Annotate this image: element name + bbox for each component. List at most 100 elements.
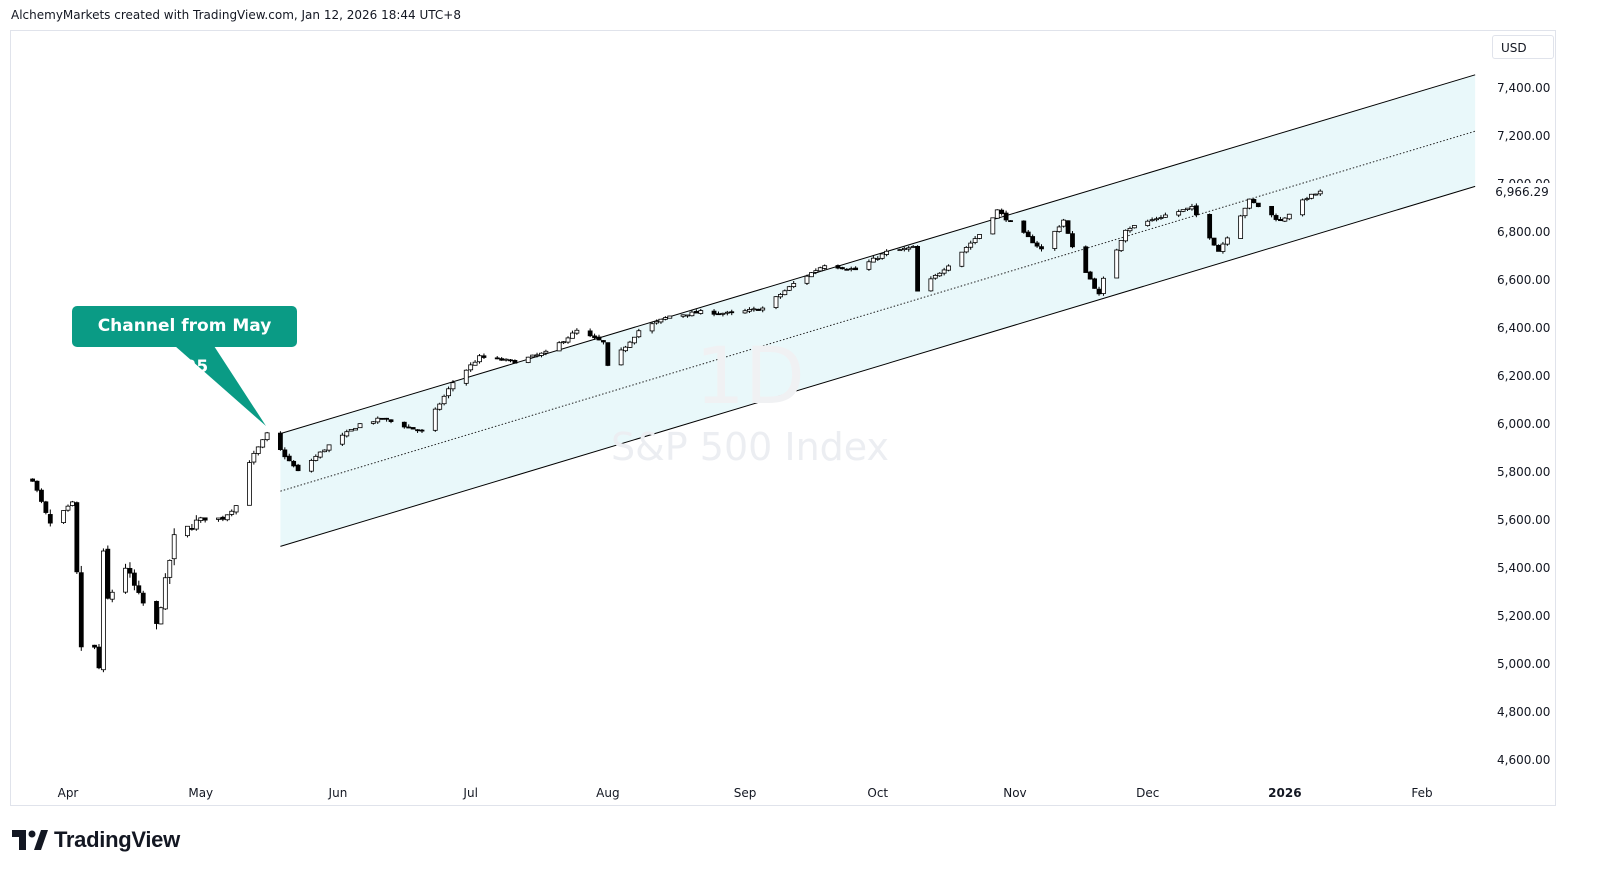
candle-body xyxy=(915,245,920,292)
candle-body xyxy=(1317,190,1323,195)
candle-body xyxy=(61,510,66,524)
candle-body xyxy=(494,357,500,360)
candle-body xyxy=(1123,229,1128,242)
candle-body xyxy=(570,332,575,339)
candle-body xyxy=(760,307,766,311)
callout-pointer xyxy=(175,346,266,426)
candle-body xyxy=(685,314,690,317)
candle-body xyxy=(1255,202,1261,208)
candle-body xyxy=(264,432,270,441)
y-tick-label: 5,400.00 xyxy=(1497,561,1550,575)
candle-body xyxy=(1154,218,1159,221)
candle-body xyxy=(348,428,354,432)
candle-body xyxy=(786,286,792,291)
candle-body xyxy=(410,427,416,430)
candle-body xyxy=(415,429,420,432)
candle-body xyxy=(1008,220,1013,223)
tradingview-brand[interactable]: TradingView xyxy=(12,827,180,853)
candle-body xyxy=(689,311,695,317)
candle-body xyxy=(932,274,938,279)
candle-body xyxy=(127,568,133,574)
candle-body xyxy=(441,395,447,405)
candle-body xyxy=(286,455,292,462)
channel-upper-line xyxy=(280,74,1476,435)
y-tick-label: 6,000.00 xyxy=(1497,417,1550,431)
candle-body xyxy=(1304,198,1310,201)
candle-body xyxy=(1087,271,1093,280)
candle-body xyxy=(1021,220,1027,233)
candle-body xyxy=(326,444,332,451)
candle-body xyxy=(782,290,788,296)
candle-body xyxy=(260,439,266,448)
candle-body xyxy=(1286,213,1292,220)
candle-body xyxy=(247,462,252,506)
candle-body xyxy=(202,517,208,521)
candle-body xyxy=(154,600,159,624)
candle-body xyxy=(662,317,668,320)
y-tick-label: 4,800.00 xyxy=(1497,705,1550,719)
candle-body xyxy=(729,311,735,314)
candle-body xyxy=(901,247,907,250)
candle-body xyxy=(636,330,642,338)
candle-body xyxy=(1039,246,1044,250)
candle-body xyxy=(339,434,345,445)
candle-body xyxy=(30,478,36,482)
candle-body xyxy=(1269,205,1274,216)
candle-body xyxy=(499,358,505,361)
candle-body xyxy=(654,321,659,324)
candle-body xyxy=(1238,215,1244,239)
currency-button[interactable]: USD xyxy=(1492,35,1554,59)
candle-body xyxy=(747,309,752,312)
candle-body xyxy=(530,354,536,358)
candle-body xyxy=(295,464,301,472)
candle-body xyxy=(835,265,841,269)
candle-body xyxy=(446,388,451,397)
candle-body xyxy=(158,607,164,625)
x-tick-label: Oct xyxy=(867,786,888,800)
x-tick-label: Dec xyxy=(1136,786,1159,800)
candle-body xyxy=(1101,277,1106,294)
candle-body xyxy=(853,267,859,271)
candle-body xyxy=(105,548,111,599)
watermark-symbol: S&P 500 Index xyxy=(611,425,889,469)
candle-body xyxy=(751,308,757,311)
attribution-text: AlchemyMarkets created with TradingView.… xyxy=(11,8,461,22)
candle-body xyxy=(96,646,102,669)
candle-body xyxy=(1309,193,1314,199)
candle-body xyxy=(946,265,951,271)
candle-body xyxy=(1065,220,1071,234)
candle-body xyxy=(282,449,288,458)
tradingview-logo-icon xyxy=(12,830,48,850)
chart-frame[interactable] xyxy=(10,30,1556,806)
candle-body xyxy=(468,364,474,371)
candle-body xyxy=(162,577,168,610)
candle-body xyxy=(233,505,239,513)
y-tick-label: 5,600.00 xyxy=(1497,513,1550,527)
candle-body xyxy=(1061,219,1067,227)
candle-body xyxy=(401,421,407,428)
y-tick-label: 7,200.00 xyxy=(1497,129,1550,143)
candle-body xyxy=(1220,243,1226,252)
candle-body xyxy=(618,349,624,366)
candle-body xyxy=(968,242,974,248)
candle-body xyxy=(627,341,633,348)
candle-body xyxy=(937,272,943,277)
candle-body xyxy=(432,408,438,431)
candle-body xyxy=(503,358,509,361)
x-tick-label: May xyxy=(188,786,213,800)
candle-body xyxy=(601,340,606,343)
candle-body xyxy=(74,502,80,573)
candle-body xyxy=(1030,236,1036,244)
candle-body xyxy=(477,355,482,363)
channel-fill xyxy=(280,74,1476,547)
candle-body xyxy=(720,312,726,315)
x-tick-label: Feb xyxy=(1411,786,1432,800)
x-tick-label: Nov xyxy=(1003,786,1026,800)
candle-body xyxy=(1114,249,1120,279)
candle-body xyxy=(875,258,881,260)
candle-body xyxy=(140,592,146,604)
candle-body xyxy=(1052,230,1058,249)
candle-body xyxy=(419,429,425,432)
callout-annotation[interactable]: Channel from May 2025 xyxy=(72,306,297,377)
